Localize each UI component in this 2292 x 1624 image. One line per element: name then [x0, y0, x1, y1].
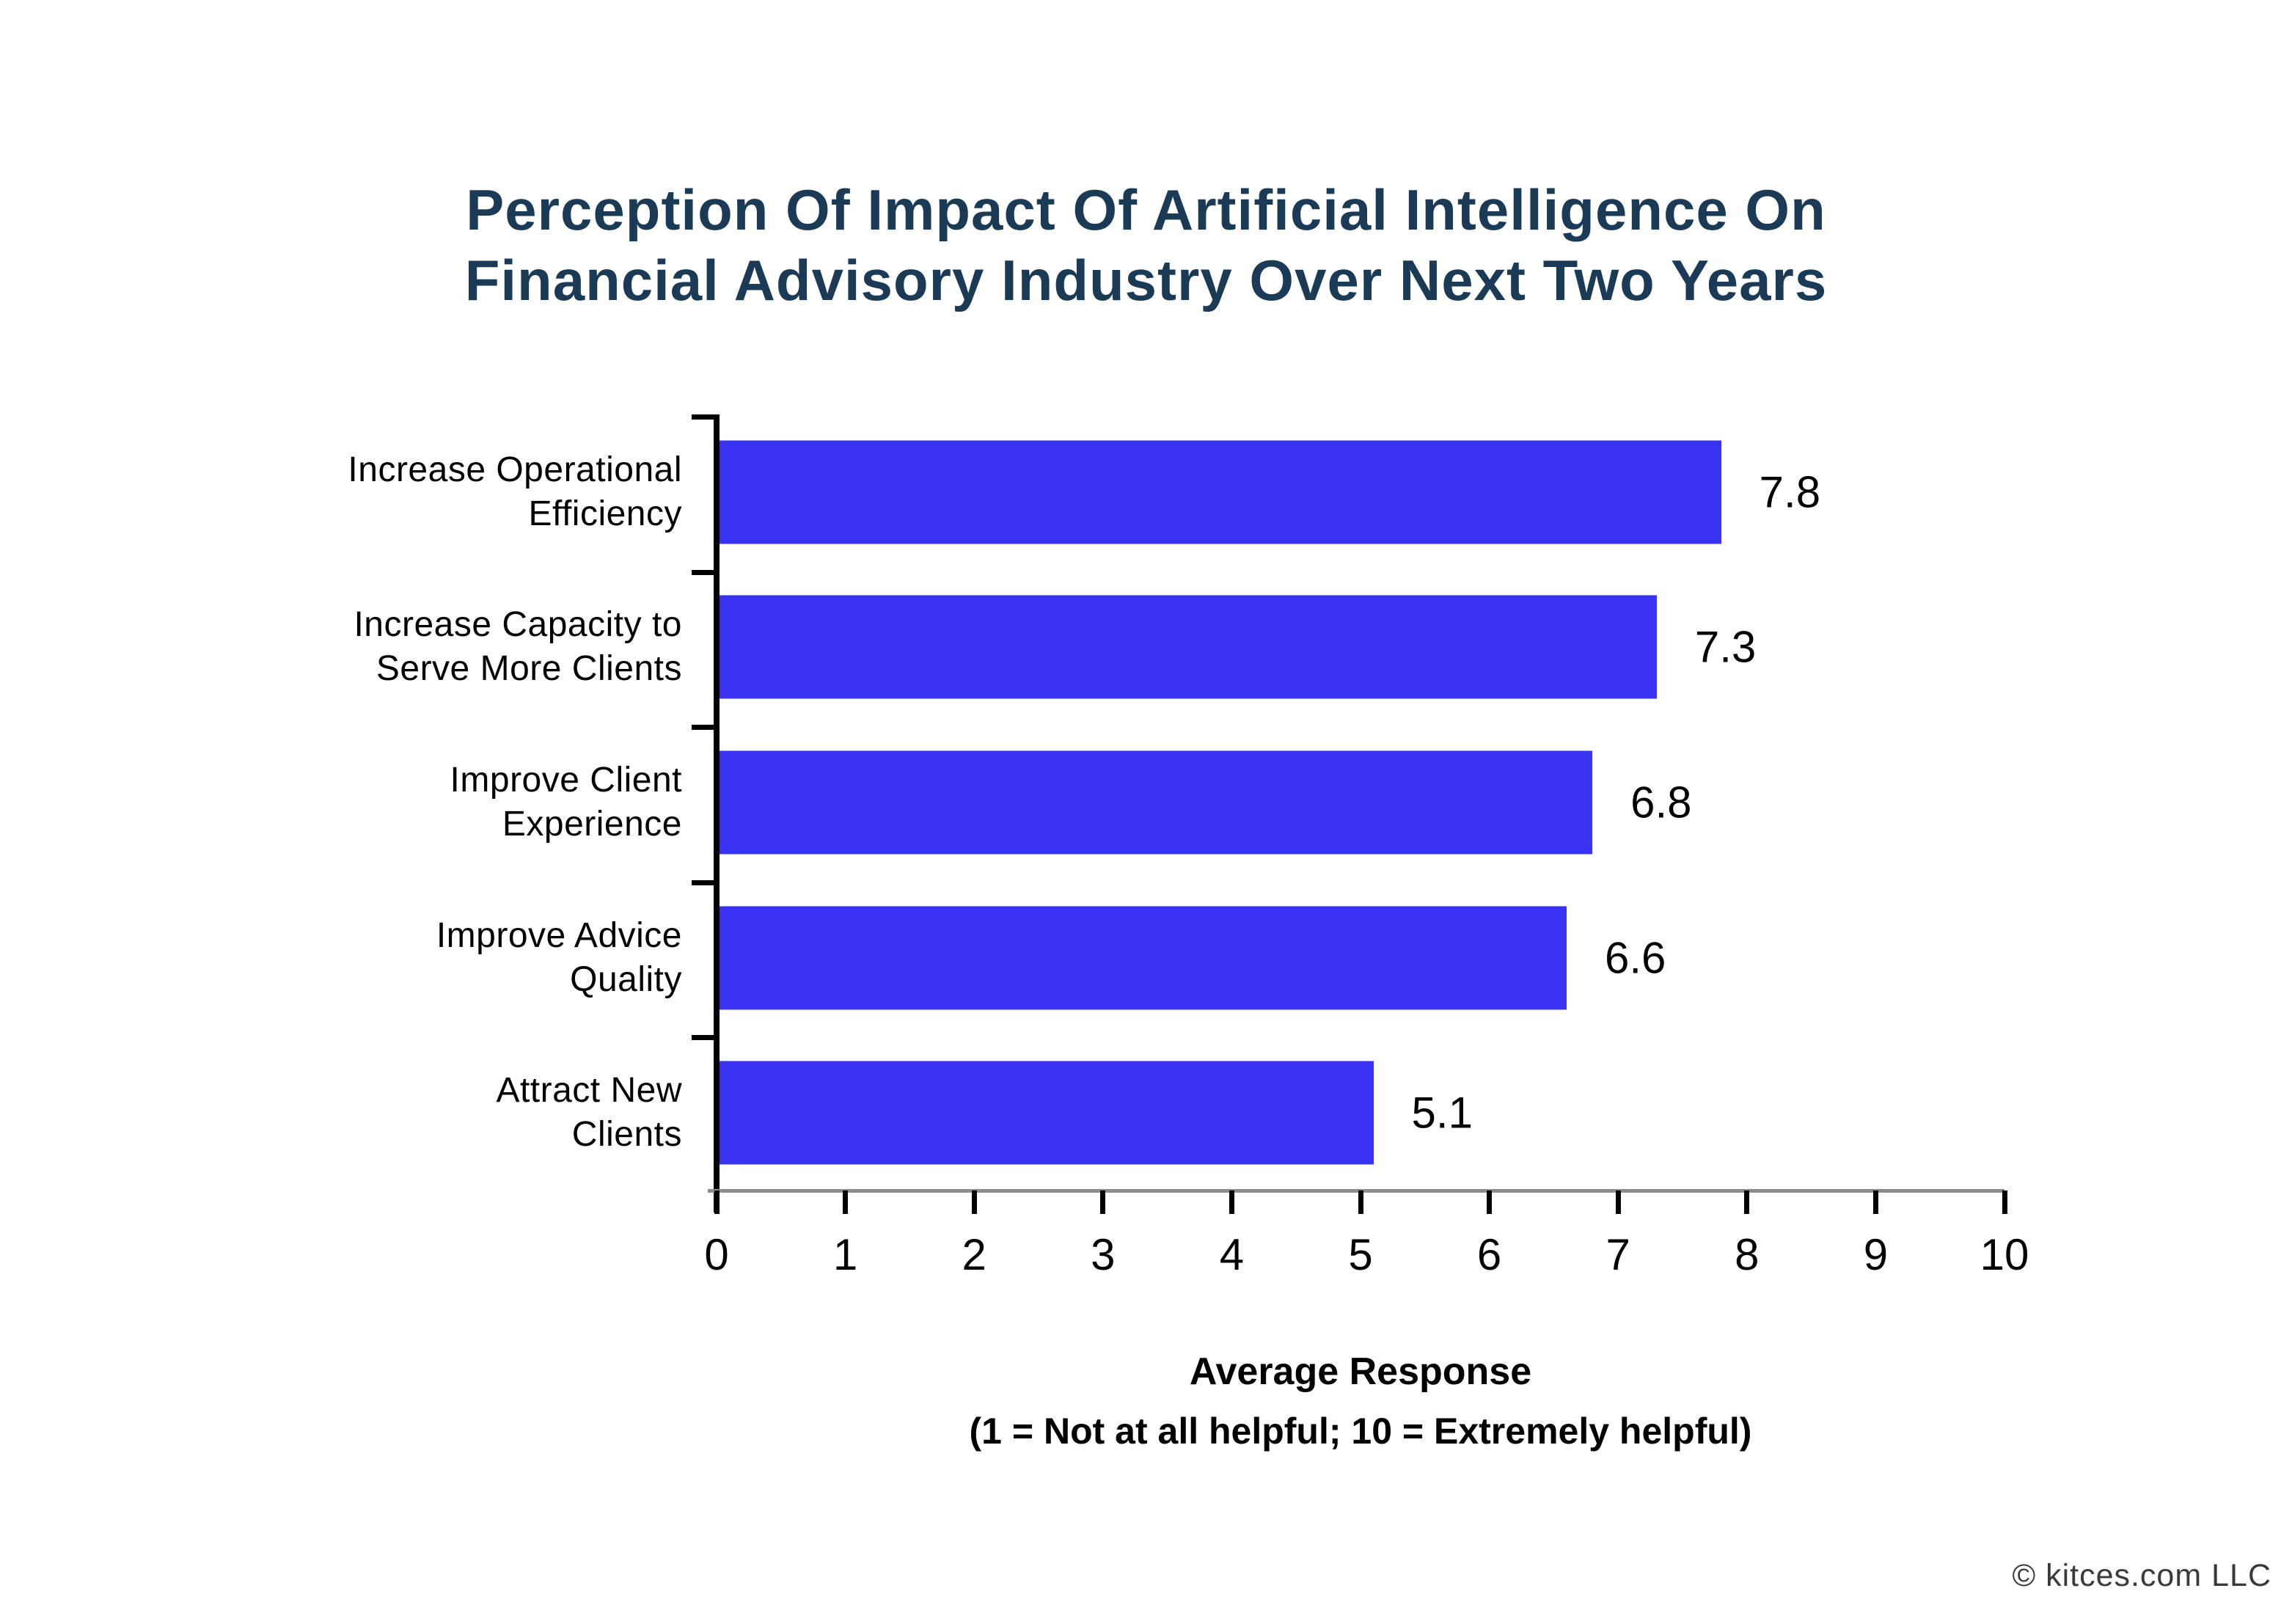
bar-row: Increase Capacity to Serve More Clients 7.… — [0, 570, 2292, 725]
x-axis-tick-label: 3 — [1091, 1230, 1116, 1279]
x-axis-tick — [1487, 1190, 1493, 1214]
chart-title-line-2: Financial Advisory Industry Over Next Tw… — [464, 248, 1828, 312]
chart-title-line-1: Perception Of Impact Of Artificial Intel… — [466, 178, 1826, 242]
category-label-line: Efficiency — [528, 494, 682, 533]
bar — [720, 1061, 1374, 1165]
x-axis-tick — [1100, 1190, 1106, 1214]
value-label: 5.1 — [1411, 1088, 1473, 1138]
x-axis-line — [708, 1189, 2004, 1193]
x-axis-tick-label: 4 — [1219, 1230, 1245, 1279]
y-axis-tick — [692, 1035, 714, 1041]
x-axis-tick-label: 9 — [1863, 1230, 1889, 1279]
category-label-line: Serve More Clients — [376, 649, 682, 689]
x-axis-tick-label: 6 — [1476, 1230, 1502, 1279]
category-label: Improve Client Experience — [450, 758, 682, 846]
x-axis-tick — [1872, 1190, 1878, 1214]
bar-row: Improve Client Experience 6.8 — [0, 725, 2292, 880]
value-label: 7.3 — [1694, 622, 1757, 672]
value-label: 7.8 — [1759, 467, 1821, 517]
x-axis-tick — [971, 1190, 977, 1214]
x-axis-title: Average Response — [1189, 1350, 1532, 1393]
x-axis-tick-label: 7 — [1606, 1230, 1630, 1279]
x-axis-tick-label: 10 — [1980, 1230, 2029, 1279]
x-axis-tick — [1358, 1190, 1363, 1214]
category-label: Improve Advice Quality — [436, 914, 682, 1002]
x-axis-tick — [1615, 1190, 1621, 1214]
bar — [720, 440, 1721, 544]
x-axis-tick-label: 0 — [704, 1230, 729, 1279]
x-axis-tick-label: 8 — [1735, 1230, 1760, 1279]
category-label: Increase Capacity to Serve More Clients — [354, 603, 682, 691]
bar — [720, 595, 1657, 699]
category-label-line: Increase Capacity to — [354, 605, 682, 645]
x-axis-tick — [843, 1190, 849, 1214]
y-axis-tick — [692, 879, 714, 885]
x-axis-tick-label: 5 — [1348, 1230, 1373, 1279]
bar-row: Improve Advice Quality 6.6 — [0, 880, 2292, 1036]
y-axis-line — [714, 414, 720, 1212]
y-axis-tick — [692, 569, 714, 575]
x-axis-tick — [1229, 1190, 1234, 1214]
category-label-line: Improve Client — [450, 760, 682, 800]
category-label-line: Increase Operational — [348, 450, 682, 489]
x-axis-tick — [2002, 1190, 2007, 1214]
x-axis-subtitle: (1 = Not at all helpful; 10 = Extremely … — [969, 1411, 1752, 1452]
x-axis-tick-label: 1 — [832, 1230, 858, 1279]
bar-row: Attract New Clients 5.1 — [0, 1035, 2292, 1190]
footer-copyright: © kitces.com LLC — [2012, 1558, 2271, 1593]
x-axis-tick — [714, 1190, 720, 1214]
x-axis-tick-label: 2 — [962, 1230, 986, 1279]
category-label-line: Clients — [571, 1115, 682, 1155]
category-label: Attract New Clients — [496, 1069, 682, 1157]
chart-title: Perception Of Impact Of Artificial Intel… — [0, 175, 2292, 315]
category-label-line: Experience — [502, 804, 682, 844]
bar — [720, 750, 1593, 855]
value-label: 6.8 — [1630, 778, 1692, 827]
category-label-line: Quality — [570, 959, 682, 999]
bar-row: Increase Operational Efficiency 7.8 — [0, 414, 2292, 570]
value-label: 6.6 — [1604, 933, 1666, 983]
y-axis-tick — [692, 725, 714, 731]
bar — [720, 906, 1567, 1010]
category-label: Increase Operational Efficiency — [348, 448, 682, 536]
y-axis-tick — [692, 414, 714, 420]
category-label-line: Improve Advice — [436, 915, 682, 955]
category-label-line: Attract New — [496, 1071, 682, 1111]
x-axis-tick — [1744, 1190, 1750, 1214]
